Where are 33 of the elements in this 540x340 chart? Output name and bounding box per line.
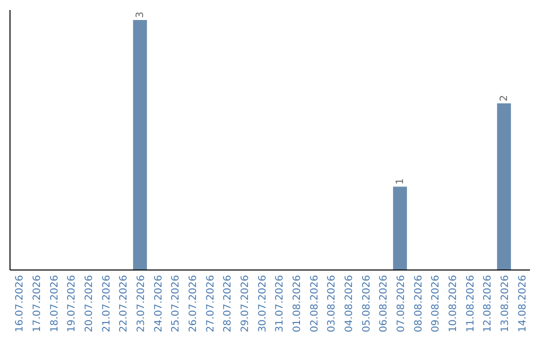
x-tick-label: 23.07.2026 bbox=[136, 275, 147, 332]
x-tick-label: 31.07.2026 bbox=[274, 275, 286, 332]
x-tick-label: 09.08.2026 bbox=[430, 275, 442, 332]
x-tick-label: 12.08.2026 bbox=[482, 275, 494, 332]
x-tick-label: 28.07.2026 bbox=[222, 275, 234, 332]
data-label: 2 bbox=[499, 94, 510, 102]
data-label: 1 bbox=[395, 178, 406, 185]
x-tick-label: 19.07.2026 bbox=[66, 275, 78, 332]
x-tick-label: 02.08.2026 bbox=[309, 275, 320, 332]
x-tick-label: 21.07.2026 bbox=[101, 275, 112, 332]
data-label: 3 bbox=[135, 12, 146, 18]
x-tick-label: 07.08.2026 bbox=[396, 275, 407, 332]
x-tick-label: 04.08.2026 bbox=[344, 275, 355, 332]
x-tick-label: 01.08.2026 bbox=[292, 275, 303, 332]
x-tick-label: 11.08.2026 bbox=[465, 275, 476, 332]
x-tick-label: 18.07.2026 bbox=[49, 275, 60, 332]
x-tick-label: 16.07.2026 bbox=[14, 275, 26, 332]
x-tick-label: 27.07.2026 bbox=[205, 275, 216, 332]
x-tick-label: 10.08.2026 bbox=[448, 275, 459, 332]
x-tick-label: 25.07.2026 bbox=[170, 275, 182, 332]
x-tick-label: 22.07.2026 bbox=[118, 275, 130, 332]
x-tick-label: 03.08.2026 bbox=[326, 275, 338, 332]
x-tick-label: 17.07.2026 bbox=[32, 275, 43, 332]
x-tick-label: 20.07.2026 bbox=[84, 275, 95, 332]
x-tick-label: 30.07.2026 bbox=[257, 275, 268, 332]
x-tick-label: 13.08.2026 bbox=[500, 275, 511, 332]
x-tick-label: 08.08.2026 bbox=[413, 275, 424, 332]
x-tick-label: 06.08.2026 bbox=[378, 275, 390, 332]
x-tick-label: 26.07.2026 bbox=[188, 275, 199, 332]
x-tick-label: 14.08.2026 bbox=[517, 275, 528, 332]
x-tick-label: 24.07.2026 bbox=[153, 275, 164, 332]
x-tick-label: 29.07.2026 bbox=[240, 275, 251, 332]
x-tick-label: 05.08.2026 bbox=[361, 275, 372, 332]
